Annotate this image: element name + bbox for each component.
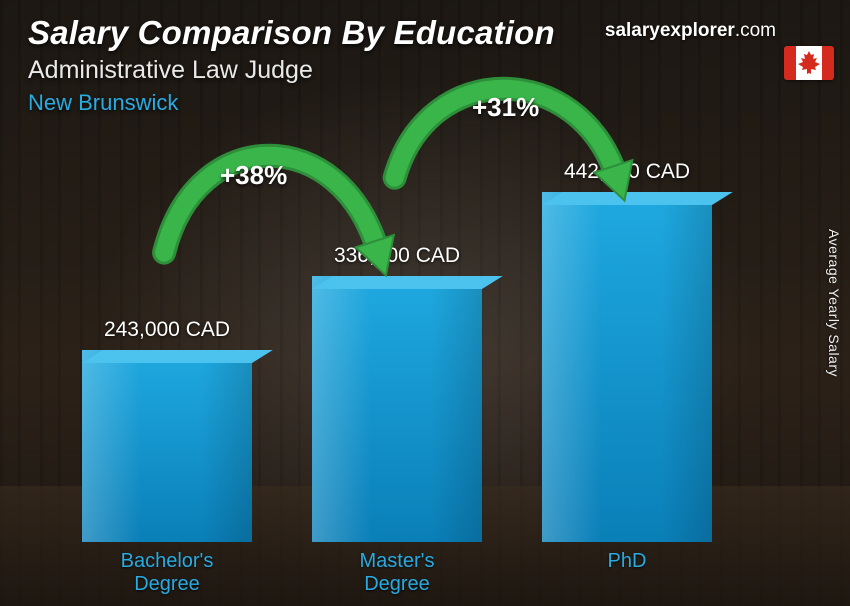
- bar-0: 243,000 CADBachelor's Degree: [82, 350, 252, 542]
- jump-arrow-0: [148, 120, 416, 290]
- bar-shine: [312, 276, 482, 542]
- bar-category-label: PhD: [608, 550, 647, 573]
- bar-body: [542, 192, 712, 542]
- bar-2: 442,000 CADPhD: [542, 192, 712, 542]
- jump-percent-1: +31%: [472, 92, 539, 123]
- bar-body: [82, 350, 252, 542]
- bar-shine: [82, 350, 252, 542]
- bar-1: 336,000 CADMaster's Degree: [312, 276, 482, 542]
- infographic-stage: Salary Comparison By Education Administr…: [0, 0, 850, 606]
- bar-top-face: [82, 350, 273, 363]
- bar-category-label: Master's Degree: [360, 550, 435, 596]
- bar-shine: [542, 192, 712, 542]
- bar-category-label: Bachelor's Degree: [121, 550, 214, 596]
- jump-percent-0: +38%: [220, 160, 287, 191]
- jump-arrow-1: [378, 56, 656, 212]
- bar-value-label: 243,000 CAD: [104, 318, 230, 342]
- bar-chart: 243,000 CADBachelor's Degree336,000 CADM…: [0, 0, 850, 606]
- bar-body: [312, 276, 482, 542]
